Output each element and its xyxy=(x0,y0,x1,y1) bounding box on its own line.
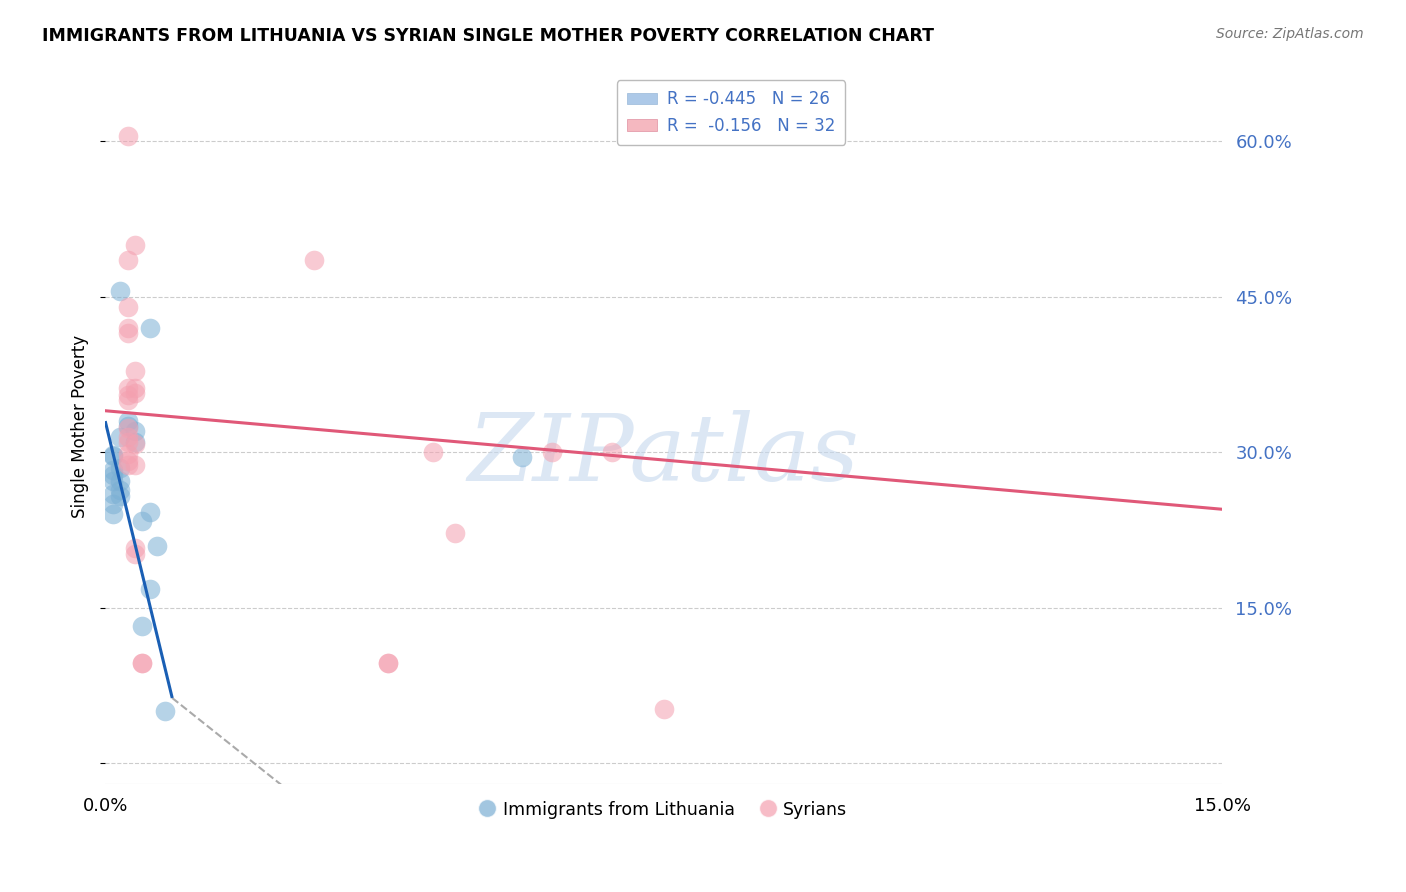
Point xyxy=(124,547,146,561)
Point xyxy=(124,541,146,555)
Point xyxy=(131,514,153,528)
Point xyxy=(101,463,124,477)
Point xyxy=(117,128,139,143)
Point xyxy=(124,364,146,378)
Point xyxy=(101,497,124,511)
Point xyxy=(510,450,533,465)
Point xyxy=(377,656,399,670)
Point xyxy=(600,445,623,459)
Point xyxy=(117,393,139,408)
Point xyxy=(124,386,146,401)
Point xyxy=(117,447,139,461)
Point xyxy=(652,702,675,716)
Point xyxy=(117,253,139,268)
Point xyxy=(124,425,146,439)
Point xyxy=(131,619,153,633)
Point xyxy=(108,430,131,444)
Point xyxy=(131,656,153,670)
Text: ZIPatlas: ZIPatlas xyxy=(468,410,859,500)
Point xyxy=(117,381,139,395)
Point xyxy=(124,437,146,451)
Point xyxy=(153,705,176,719)
Point xyxy=(117,414,139,428)
Point xyxy=(117,453,139,467)
Point xyxy=(377,656,399,670)
Point xyxy=(101,450,124,464)
Point xyxy=(108,489,131,503)
Point xyxy=(124,237,146,252)
Point xyxy=(101,508,124,522)
Point xyxy=(108,483,131,497)
Point xyxy=(101,486,124,500)
Point xyxy=(117,430,139,444)
Point xyxy=(422,445,444,459)
Point xyxy=(117,326,139,340)
Point xyxy=(108,475,131,489)
Point xyxy=(541,445,564,459)
Text: IMMIGRANTS FROM LITHUANIA VS SYRIAN SINGLE MOTHER POVERTY CORRELATION CHART: IMMIGRANTS FROM LITHUANIA VS SYRIAN SING… xyxy=(42,27,934,45)
Point xyxy=(117,458,139,472)
Point xyxy=(117,320,139,334)
Point xyxy=(108,285,131,299)
Point xyxy=(139,320,162,334)
Point xyxy=(139,505,162,519)
Point xyxy=(124,381,146,395)
Point xyxy=(117,434,139,449)
Point xyxy=(146,539,169,553)
Point xyxy=(117,300,139,314)
Point xyxy=(124,434,146,449)
Point xyxy=(117,388,139,402)
Y-axis label: Single Mother Poverty: Single Mother Poverty xyxy=(72,334,89,518)
Point xyxy=(117,421,139,435)
Point xyxy=(124,458,146,472)
Point xyxy=(117,419,139,434)
Point xyxy=(139,582,162,596)
Point xyxy=(101,448,124,462)
Point xyxy=(108,460,131,475)
Point xyxy=(302,253,325,268)
Point xyxy=(131,656,153,670)
Point xyxy=(101,468,124,483)
Text: Source: ZipAtlas.com: Source: ZipAtlas.com xyxy=(1216,27,1364,41)
Point xyxy=(444,526,467,541)
Point xyxy=(101,475,124,489)
Legend: Immigrants from Lithuania, Syrians: Immigrants from Lithuania, Syrians xyxy=(474,794,855,825)
